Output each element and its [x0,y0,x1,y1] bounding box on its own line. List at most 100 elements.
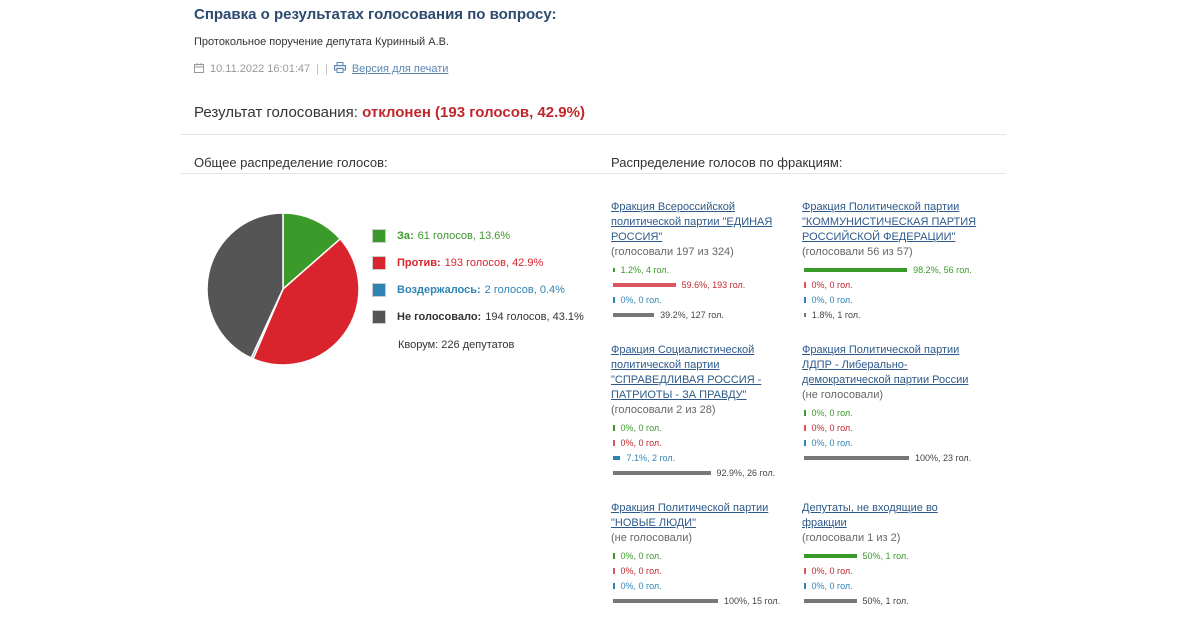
result-value: отклонен (193 голосов, 42.9%) [362,104,585,121]
faction-vote-row: 0%, 0 гол. [802,435,977,450]
divider [180,173,1006,174]
legend-swatch [372,229,386,243]
legend-swatch [372,310,386,324]
faction-vote-value: 0%, 0 гол. [620,422,662,433]
faction-vote-value: 0%, 0 гол. [811,279,853,290]
quorum-text: Кворум: 226 депутатов [398,339,515,351]
faction-vote-bar [804,424,806,431]
faction-link[interactable]: Фракция Всероссийской политической парти… [611,201,773,243]
legend-item: За: 61 голосов, 13.6% [372,228,584,244]
faction-vote-row: 98.2%, 56 гол. [802,262,977,277]
faction-vote-row: 0%, 0 гол. [611,435,786,450]
faction-vote-row: 92.9%, 26 гол. [611,465,786,480]
faction-vote-row: 0%, 0 гол. [611,548,786,563]
faction-participation: (не голосовали) [802,389,884,401]
faction-vote-bar [613,282,676,287]
faction-vote-bar [804,296,806,303]
faction-vote-bar [613,439,615,446]
faction-block: Фракция Социалистической политической па… [611,343,786,480]
faction-vote-bar [613,455,621,460]
faction-vote-value: 0%, 0 гол. [811,294,853,305]
faction-vote-bar [613,312,655,317]
faction-vote-value: 0%, 0 гол. [811,565,853,576]
separator: | [316,63,319,75]
vote-pie-chart [206,212,360,366]
faction-vote-value: 0%, 0 гол. [811,407,853,418]
faction-link[interactable]: Фракция Политической партии "НОВЫЕ ЛЮДИ" [611,502,769,529]
legend-value: 193 голосов, 42.9% [444,257,544,269]
vote-result: Результат голосования: отклонен (193 гол… [194,104,585,121]
legend-value: 194 голосов, 43.1% [485,311,584,323]
faction-participation: (голосовали 197 из 324) [611,246,734,258]
legend-label: Не голосовало: [397,311,482,323]
faction-vote-bar [804,267,908,272]
faction-vote-row: 0%, 0 гол. [611,563,786,578]
faction-vote-bar [613,582,615,589]
faction-vote-bar [804,455,909,460]
divider [180,134,1006,135]
faction-vote-row: 0%, 0 гол. [611,292,786,307]
faction-vote-bar [804,567,806,574]
faction-vote-row: 50%, 1 гол. [802,548,977,563]
question-subtitle: Протокольное поручение депутата Куринный… [194,36,450,48]
pie-slice-0 [282,212,342,291]
legend-label: Против: [397,257,441,269]
faction-vote-row: 7.1%, 2 гол. [611,450,786,465]
faction-vote-row: 39.2%, 127 гол. [611,307,786,322]
faction-vote-row: 100%, 23 гол. [802,450,977,465]
calendar-icon [194,62,204,76]
faction-vote-row: 0%, 0 гол. [802,420,977,435]
faction-participation: (голосовали 1 из 2) [802,532,901,544]
legend-label: Воздержалось: [397,284,481,296]
printer-icon [333,62,346,76]
faction-vote-row: 100%, 15 гол. [611,593,786,608]
faction-link[interactable]: Депутаты, не входящие во фракции [802,502,938,529]
faction-vote-bar [804,281,806,288]
faction-vote-bar [613,552,615,559]
faction-link[interactable]: Фракция Социалистической политической па… [611,344,762,401]
legend-item: Против: 193 голосов, 42.9% [372,255,584,271]
faction-block: Фракция Политической партии ЛДПР - Либер… [802,343,977,465]
faction-vote-row: 1.8%, 1 гол. [802,307,977,322]
legend-item: Не голосовало: 194 голосов, 43.1% [372,309,584,325]
result-label: Результат голосования: [194,104,358,121]
separator: | [324,63,328,75]
faction-block: Депутаты, не входящие во фракции (голосов… [802,501,977,608]
faction-block: Фракция Политической партии "КОММУНИСТИЧ… [802,200,977,322]
meta-bar: 10.11.2022 16:01:47 | | Версия для печат… [194,62,448,76]
faction-vote-value: 7.1%, 2 гол. [626,452,676,463]
faction-vote-row: 0%, 0 гол. [802,578,977,593]
legend-swatch [372,283,386,297]
faction-link[interactable]: Фракция Политической партии ЛДПР - Либер… [802,344,969,386]
legend-value: 61 голосов, 13.6% [417,230,511,242]
faction-vote-bar [804,312,806,317]
print-version-link[interactable]: Версия для печати [351,63,449,75]
faction-vote-value: 0%, 0 гол. [620,565,662,576]
pie-legend: За: 61 голосов, 13.6% Против: 193 голосов, … [372,228,584,336]
faction-vote-row: 0%, 0 гол. [802,292,977,307]
vote-datetime: 10.11.2022 16:01:47 [210,63,311,75]
faction-vote-value: 50%, 1 гол. [862,595,909,606]
legend-swatch [372,256,386,270]
faction-vote-value: 59.6%, 193 гол. [681,279,746,290]
faction-vote-bar [804,409,806,416]
faction-vote-value: 0%, 0 гол. [620,437,662,448]
faction-vote-bar [613,567,615,574]
faction-participation: (не голосовали) [611,532,693,544]
faction-vote-row: 0%, 0 гол. [802,277,977,292]
faction-vote-value: 92.9%, 26 гол. [716,467,776,478]
faction-link[interactable]: Фракция Политической партии "КОММУНИСТИЧ… [802,201,977,243]
faction-vote-value: 1.2%, 4 гол. [620,264,670,275]
faction-vote-value: 0%, 0 гол. [620,550,662,561]
faction-vote-row: 50%, 1 гол. [802,593,977,608]
page-title: Справка о результатах голосования по воп… [194,6,557,23]
faction-vote-bar [613,267,615,272]
faction-vote-bar [613,470,711,475]
faction-vote-bar [804,439,806,446]
faction-vote-row: 1.2%, 4 гол. [611,262,786,277]
faction-vote-value: 0%, 0 гол. [620,580,662,591]
factions-section-heading: Распределение голосов по фракциям: [611,155,843,170]
faction-vote-value: 0%, 0 гол. [620,294,662,305]
legend-label: За: [397,230,414,242]
faction-block: Фракция Всероссийской политической парти… [611,200,786,322]
